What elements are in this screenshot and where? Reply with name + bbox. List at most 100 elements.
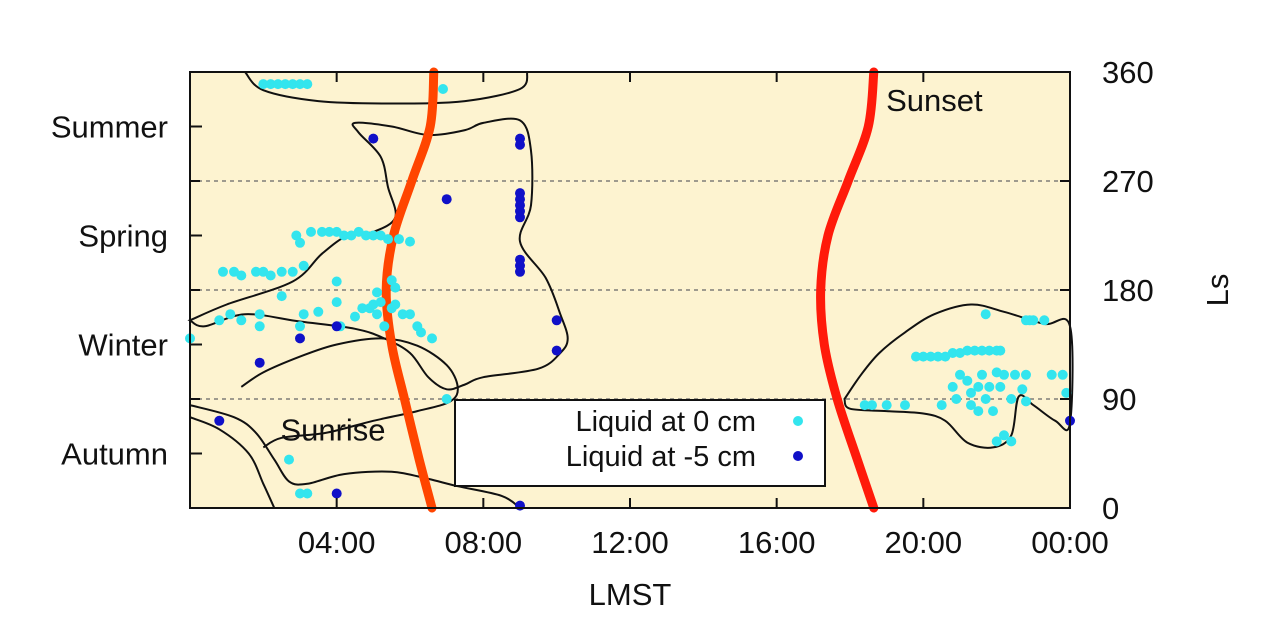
point-liquid-0cm [302,488,313,499]
point-liquid-0cm [357,303,368,314]
point-liquid-0cm [969,345,980,356]
point-liquid-0cm [295,237,305,248]
point-liquid-0cm [438,84,448,94]
point-liquid-0cm [254,321,265,332]
point-liquid-0cm [379,321,390,332]
point-liquid-0cm [276,266,287,277]
sunrise-curve [381,67,439,513]
y-axis-label: Ls [1200,274,1235,307]
point-liquid-0cm [427,333,437,344]
point-liquid-0cm [405,236,415,247]
x-tick-label: 08:00 [445,525,523,560]
point-liquid-0cm [218,266,228,277]
point-liquid-0cm [999,430,1009,441]
point-liquid-0cm [911,351,921,362]
point-liquid-0cm [936,400,947,411]
point-liquid-0cm [1021,396,1031,407]
point-liquid-0cm [375,297,386,308]
contour-main-region [187,117,569,391]
x-tick-label: 12:00 [591,525,669,560]
point-liquid-0cm [287,79,298,90]
point-liquid-minus5cm [441,194,452,205]
point-liquid-0cm [306,226,316,237]
point-liquid-0cm [295,488,305,499]
x-axis-label: LMST [589,577,672,612]
point-liquid-minus5cm [254,357,265,368]
sunset-curve [816,67,879,513]
point-liquid-minus5cm [515,500,525,511]
point-liquid-0cm [1039,315,1050,326]
point-liquid-0cm [390,299,401,310]
point-liquid-0cm [1061,387,1072,398]
point-liquid-0cm [441,394,452,404]
point-liquid-0cm [984,345,995,356]
point-liquid-0cm [859,400,870,411]
point-liquid-0cm [324,226,335,237]
point-liquid-0cm [265,270,276,281]
point-liquid-0cm [1006,436,1017,447]
point-liquid-0cm [995,381,1006,392]
point-liquid-0cm [999,369,1009,380]
season-label: Summer [51,110,168,145]
y-tick-label: 270 [1102,164,1154,199]
point-liquid-minus5cm [295,333,305,344]
point-liquid-0cm [881,400,892,411]
point-liquid-0cm [977,369,987,380]
point-liquid-0cm [973,406,984,417]
point-liquid-0cm [313,306,324,317]
point-liquid-0cm [346,230,357,241]
point-liquid-0cm [980,394,991,404]
legend-label-1: Liquid at -5 cm [566,441,756,473]
contour-sunset-region [843,303,1074,449]
point-liquid-0cm [984,381,995,392]
point-liquid-minus5cm [331,488,342,499]
point-liquid-0cm [214,315,225,326]
contour-lines [187,71,1074,509]
point-liquid-0cm [977,345,987,356]
legend: Liquid at 0 cm Liquid at -5 cm [454,399,826,487]
point-liquid-minus5cm [515,212,525,223]
point-liquid-0cm [265,79,276,90]
point-liquid-0cm [1017,384,1028,395]
point-liquid-0cm [225,309,236,320]
point-liquid-0cm [962,345,973,356]
legend-marker-1 [793,451,803,461]
point-liquid-minus5cm [515,266,525,277]
x-tick-label: 04:00 [298,525,376,560]
point-liquid-0cm [1006,394,1017,404]
point-liquid-0cm [276,291,287,302]
point-liquid-0cm [236,270,247,281]
y-tick-label: 0 [1102,491,1119,526]
point-liquid-0cm [361,230,371,241]
point-liquid-0cm [273,79,283,90]
point-liquid-0cm [390,282,401,293]
point-liquid-0cm [966,387,976,398]
point-liquid-0cm [1028,315,1039,326]
x-tick-label: 20:00 [885,525,963,560]
legend-marker-0 [793,416,803,426]
point-liquid-0cm [988,406,998,417]
y-tick-label: 180 [1102,273,1154,308]
point-liquid-0cm [331,276,342,287]
legend-box [454,399,826,487]
point-liquid-0cm [295,321,305,332]
point-liquid-0cm [1021,369,1031,380]
point-liquid-0cm [302,79,313,90]
point-liquid-0cm [973,381,984,392]
point-liquid-0cm [350,311,360,322]
point-liquid-0cm [980,309,991,320]
point-liquid-0cm [405,309,415,320]
point-liquid-0cm [280,79,291,90]
point-liquid-0cm [991,436,1002,447]
point-liquid-0cm [287,266,298,277]
point-liquid-0cm [383,234,393,245]
legend-label-0: Liquid at 0 cm [575,406,756,438]
data-points [185,79,1075,511]
point-liquid-0cm [966,400,976,411]
point-liquid-0cm [900,400,910,411]
point-liquid-0cm [955,369,965,380]
point-liquid-0cm [331,297,342,308]
point-liquid-0cm [258,266,269,277]
point-liquid-0cm [1046,369,1057,380]
